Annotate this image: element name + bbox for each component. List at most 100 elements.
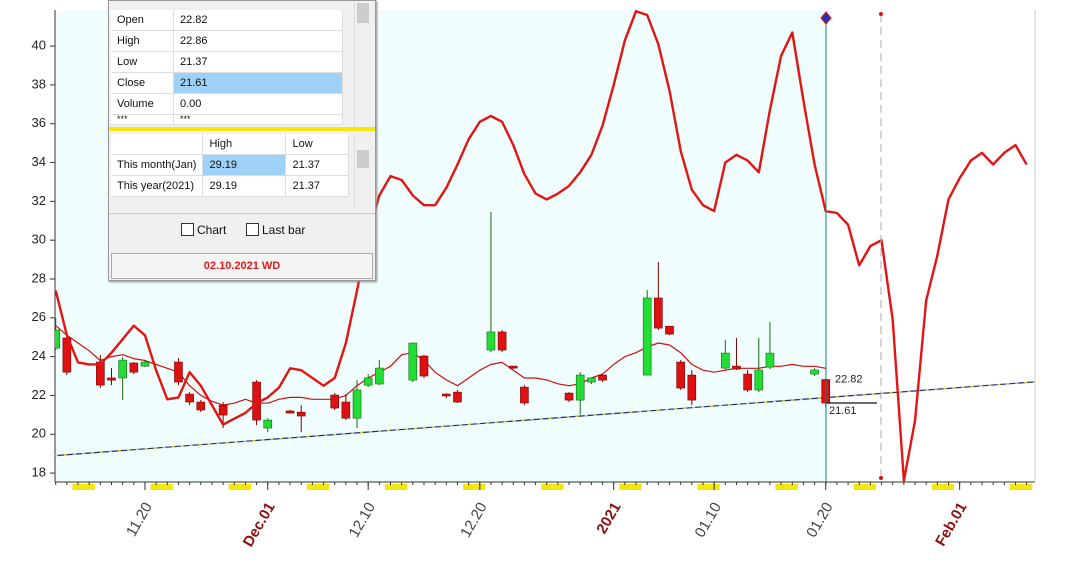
scrollbar[interactable] [354, 1, 371, 127]
candle-body [185, 393, 194, 403]
weekend-marker [396, 484, 408, 490]
candle-body [196, 401, 206, 411]
candle-body [743, 373, 752, 391]
row-value: 22.82 [173, 10, 343, 31]
weekend-marker [150, 484, 162, 490]
weekend-marker [552, 484, 564, 490]
y-tick-label: 34 [32, 154, 46, 169]
weekend-marker [853, 484, 865, 490]
y-tick-label: 32 [32, 193, 46, 208]
row-label: *** [111, 114, 174, 125]
candle-body [96, 361, 105, 386]
row-label: High [111, 30, 174, 52]
candle-body [508, 365, 518, 369]
candle-body [441, 393, 451, 397]
y-tick-label: 24 [32, 348, 46, 363]
candle-body [263, 419, 273, 429]
line-series [55, 10, 1028, 482]
y-tick-label: 36 [32, 115, 46, 130]
col-header: Low [285, 134, 349, 155]
row-label: This year(2021) [111, 175, 204, 197]
col-header: High [202, 134, 287, 155]
candle-body [575, 374, 585, 401]
x-tick-label: 11.20 [123, 499, 156, 539]
row-value: 22.86 [173, 30, 343, 52]
y-tick-label: 20 [32, 426, 46, 441]
row-label: Close [111, 72, 174, 94]
candle-body [107, 377, 116, 381]
x-tick-label: 01.20 [803, 499, 836, 540]
candle-body [642, 297, 652, 376]
candle-body [520, 386, 529, 404]
cursor-marker [820, 11, 832, 25]
candle-body [55, 329, 61, 349]
row-value: 21.37 [173, 51, 343, 73]
summary-table: High Low This month(Jan) 29.19 21.37 This y… [111, 134, 349, 197]
candle-body [218, 404, 228, 416]
candle-body [341, 401, 351, 419]
candle-body [174, 361, 183, 383]
weekend-marker [161, 484, 173, 490]
row-label: Open [111, 10, 174, 31]
weekend-marker [1021, 484, 1033, 490]
candle-body [564, 392, 574, 401]
y-tick-label: 22 [32, 387, 46, 402]
candle-body [330, 394, 340, 409]
candle-body [810, 369, 819, 375]
candle-body [140, 361, 150, 367]
candle-body [419, 355, 429, 377]
checkbox[interactable]: Last bar [246, 223, 305, 237]
y-tick-label: 38 [32, 76, 46, 91]
weekend-marker [775, 484, 787, 490]
weekend-marker [463, 484, 475, 490]
weekend-marker [83, 484, 95, 490]
x-tick-label: 2021 [593, 499, 624, 536]
candle-body [587, 377, 596, 383]
plot-background [826, 10, 1035, 482]
separator [109, 127, 375, 131]
weekend-marker [619, 484, 631, 490]
candle-body [598, 374, 607, 381]
status-bar: 02.10.2021 WD [111, 253, 373, 279]
price-label: 22.82 [835, 373, 863, 385]
row-value: 29.19 [202, 154, 287, 176]
candle-body [129, 362, 139, 373]
row-value: 29.19 [202, 175, 287, 197]
weekend-marker [1009, 484, 1022, 490]
candle-body [765, 352, 775, 368]
row-value: 21.37 [285, 175, 349, 197]
row-value: *** [173, 114, 343, 125]
candle-body [665, 325, 674, 335]
weekend-marker [228, 484, 240, 490]
checkbox[interactable]: Chart [181, 223, 226, 237]
candle-body [453, 391, 462, 403]
x-tick-label: 12.20 [457, 499, 490, 540]
weekend-marker [317, 484, 330, 490]
row-value: 21.61 [173, 72, 343, 94]
checkbox-label: Chart [197, 223, 227, 237]
weekend-marker [384, 484, 397, 490]
candle-body [375, 367, 384, 385]
row-label: Volume [111, 93, 174, 115]
checkbox-label: Last bar [262, 223, 306, 237]
y-tick-label: 30 [32, 232, 46, 247]
candle-body [654, 297, 663, 329]
weekend-marker [942, 484, 955, 490]
row-label: Low [111, 51, 174, 73]
y-tick-label: 18 [32, 465, 46, 480]
data-window: Open 22.82 High 22.86 Low 21.37 Close 21.61 … [108, 0, 376, 281]
candle-body [720, 352, 730, 369]
candle-body [296, 411, 306, 417]
candle-body [732, 365, 741, 370]
weekend-marker [697, 484, 709, 490]
candle-body [408, 342, 418, 381]
candle-body [486, 331, 496, 351]
price-label: 21.61 [829, 405, 857, 417]
candle-body [687, 374, 697, 401]
cursor-dot [879, 476, 883, 480]
candle-body [352, 389, 362, 419]
candle-body [285, 410, 295, 414]
scrollbar[interactable] [354, 134, 371, 210]
